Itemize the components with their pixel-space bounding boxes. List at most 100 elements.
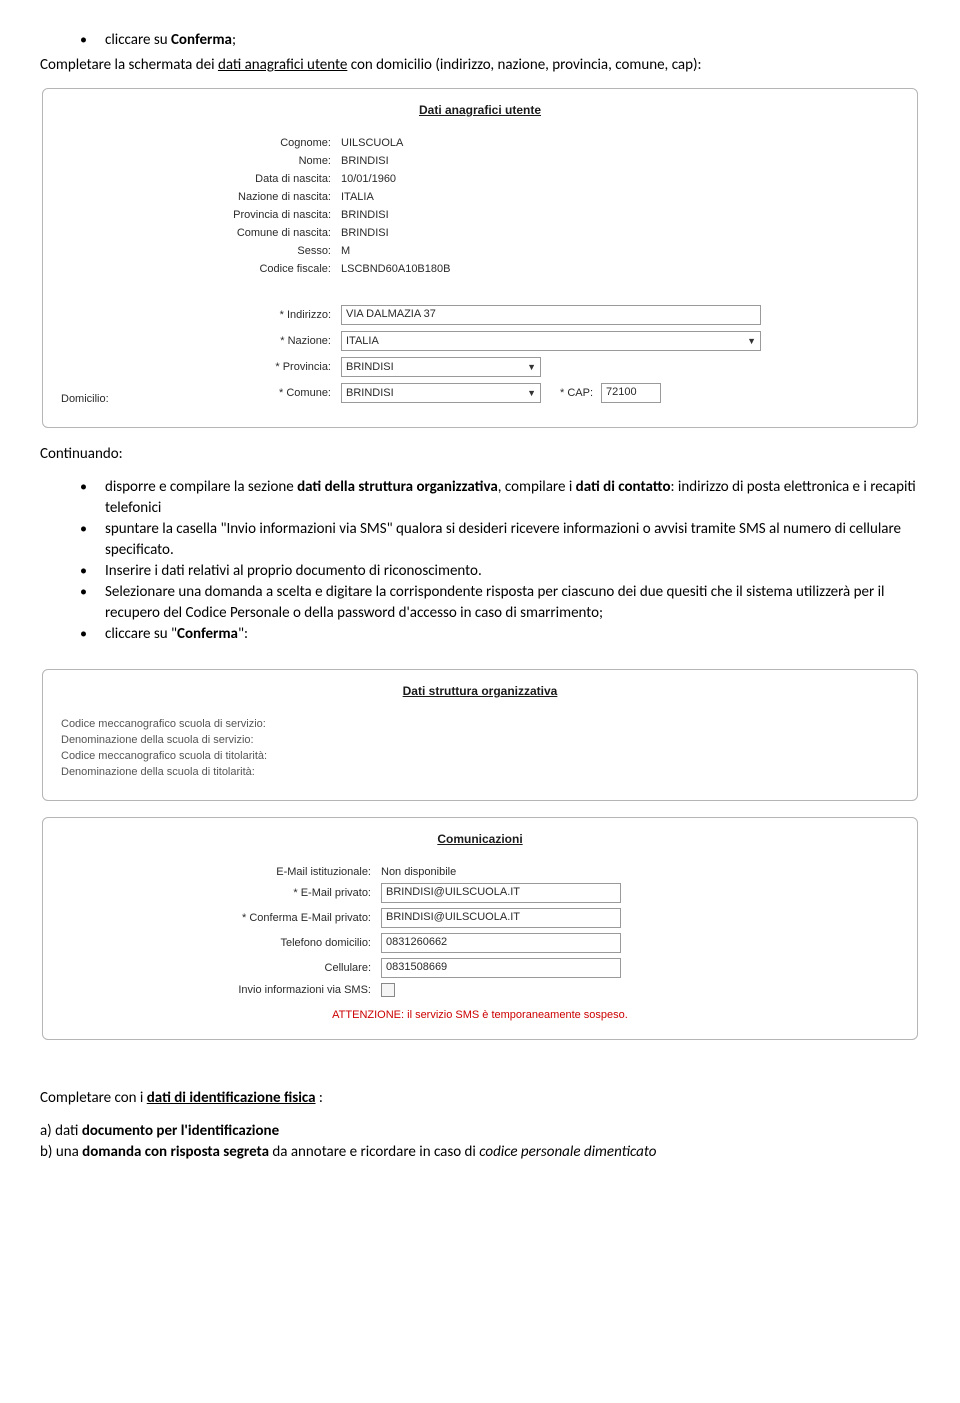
select-nazione-value: ITALIA [346, 335, 379, 347]
label-cap: * CAP: [541, 387, 601, 399]
label-denom-titolarita: Denominazione della scuola di titolarità… [61, 766, 899, 778]
bullet-icon: • [80, 519, 87, 539]
panel-title: Dati anagrafici utente [61, 103, 899, 117]
select-comune-value: BRINDISI [346, 387, 394, 399]
panel-title: Dati struttura organizzativa [61, 684, 899, 698]
value-comune-nascita: BRINDISI [341, 227, 899, 239]
select-provincia-value: BRINDISI [346, 361, 394, 373]
label-data-nascita: Data di nascita: [61, 173, 341, 185]
select-nazione[interactable]: ITALIA ▼ [341, 331, 761, 351]
input-tel-dom[interactable]: 0831260662 [381, 933, 621, 953]
bullet-text: cliccare su Conferma; [105, 30, 236, 51]
value-nome: BRINDISI [341, 155, 899, 167]
input-indirizzo-value: VIA DALMAZIA 37 [346, 308, 436, 320]
label-comune: * Comune: [157, 387, 341, 399]
label-nazione-nascita: Nazione di nascita: [61, 191, 341, 203]
continuando-heading: Continuando: [40, 444, 920, 465]
label-cod-mecc-servizio: Codice meccanografico scuola di servizio… [61, 718, 899, 730]
intro-paragraph: Completare la schermata dei dati anagraf… [40, 55, 920, 76]
input-cap-value: 72100 [606, 386, 637, 398]
t: cliccare su " [105, 625, 177, 643]
tb: documento per l'identificazione [82, 1122, 279, 1140]
checkbox-invio-sms[interactable] [381, 983, 395, 997]
label-domicilio: Domicilio: [61, 393, 109, 409]
footer-line-1: Completare con i dati di identificazione… [40, 1088, 920, 1109]
input-email-priv[interactable]: BRINDISI@UILSCUOLA.IT [381, 883, 621, 903]
panel-dati-anagrafici: Dati anagrafici utente Cognome:UILSCUOLA… [42, 88, 918, 428]
bullet-icon: • [80, 582, 87, 602]
t: b) una [40, 1143, 82, 1161]
chevron-down-icon: ▼ [527, 362, 536, 372]
panel-title: Comunicazioni [61, 832, 899, 846]
bullet-5: • cliccare su "Conferma": [80, 624, 920, 645]
bullet-2: • spuntare la casella "Invio informazion… [80, 519, 920, 561]
bullet-icon: • [80, 30, 87, 50]
footer-line-b: b) una domanda con risposta segreta da a… [40, 1142, 920, 1163]
input-email-priv-conf[interactable]: BRINDISI@UILSCUOLA.IT [381, 908, 621, 928]
t-end: ; [232, 31, 236, 49]
label-comune-nascita: Comune di nascita: [61, 227, 341, 239]
label-provincia: * Provincia: [157, 361, 341, 373]
label-email-ist: E-Mail istituzionale: [61, 866, 381, 878]
input-email-priv-value: BRINDISI@UILSCUOLA.IT [386, 886, 520, 898]
value-provincia-nascita: BRINDISI [341, 209, 899, 221]
label-tel-dom: Telefono domicilio: [61, 937, 381, 949]
t2: da annotare e ricordare in caso di [269, 1143, 479, 1161]
input-cellulare[interactable]: 0831508669 [381, 958, 621, 978]
select-comune[interactable]: BRINDISI ▼ [341, 383, 541, 403]
t: Completare la schermata dei [40, 56, 218, 74]
label-cf: Codice fiscale: [61, 263, 341, 275]
t2: ": [238, 625, 248, 643]
bullet-icon: • [80, 477, 87, 497]
t: Inserire i dati relativi al proprio docu… [105, 561, 482, 582]
tb: domanda con risposta segreta [82, 1143, 269, 1161]
label-provincia-nascita: Provincia di nascita: [61, 209, 341, 221]
bullet-1: • disporre e compilare la sezione dati d… [80, 477, 920, 519]
label-email-priv-conf: * Conferma E-Mail privato: [61, 912, 381, 924]
value-data-nascita: 10/01/1960 [341, 173, 899, 185]
label-nome: Nome: [61, 155, 341, 167]
value-nazione-nascita: ITALIA [341, 191, 899, 203]
bullet-icon: • [80, 561, 87, 581]
tb: dati della struttura organizzativa [297, 478, 498, 496]
t2: , compilare i [498, 478, 576, 496]
select-provincia[interactable]: BRINDISI ▼ [341, 357, 541, 377]
value-email-ist: Non disponibile [381, 866, 456, 878]
t: Completare con i [40, 1089, 147, 1107]
t: disporre e compilare la sezione [105, 478, 297, 496]
t2: : [316, 1089, 323, 1107]
t-u: dati anagrafici utente [218, 56, 347, 74]
bullet-4: • Selezionare una domanda a scelta e dig… [80, 582, 920, 624]
panel-struttura-organizzativa: Dati struttura organizzativa Codice mecc… [42, 669, 918, 801]
chevron-down-icon: ▼ [527, 388, 536, 398]
t: a) dati [40, 1122, 82, 1140]
input-indirizzo[interactable]: VIA DALMAZIA 37 [341, 305, 761, 325]
bullet-3: • Inserire i dati relativi al proprio do… [80, 561, 920, 582]
tb: dati di identificazione fisica [147, 1089, 316, 1107]
ti: codice personale dimenticato [479, 1143, 656, 1161]
input-email-priv-conf-value: BRINDISI@UILSCUOLA.IT [386, 911, 520, 923]
label-cellulare: Cellulare: [61, 962, 381, 974]
label-invio-sms: Invio informazioni via SMS: [61, 984, 381, 996]
t2: con domicilio (indirizzo, nazione, provi… [347, 56, 701, 74]
bullet-conferma: • cliccare su Conferma; [80, 30, 920, 51]
label-denom-servizio: Denominazione della scuola di servizio: [61, 734, 899, 746]
panel-comunicazioni: Comunicazioni E-Mail istituzionale: Non … [42, 817, 918, 1040]
tb: Conferma [177, 625, 238, 643]
value-sesso: M [341, 245, 899, 257]
tb2: dati di contatto [576, 478, 671, 496]
value-cognome: UILSCUOLA [341, 137, 899, 149]
input-cellulare-value: 0831508669 [386, 961, 447, 973]
label-sesso: Sesso: [61, 245, 341, 257]
t: Selezionare una domanda a scelta e digit… [105, 582, 920, 624]
value-cf: LSCBND60A10B180B [341, 263, 899, 275]
t: spuntare la casella "Invio informazioni … [105, 519, 920, 561]
label-cognome: Cognome: [61, 137, 341, 149]
label-cod-mecc-titolarita: Codice meccanografico scuola di titolari… [61, 750, 899, 762]
t: cliccare su [105, 31, 171, 49]
label-nazione: * Nazione: [157, 335, 341, 347]
t-b: Conferma [171, 31, 232, 49]
chevron-down-icon: ▼ [747, 336, 756, 346]
input-tel-dom-value: 0831260662 [386, 936, 447, 948]
input-cap[interactable]: 72100 [601, 383, 661, 403]
